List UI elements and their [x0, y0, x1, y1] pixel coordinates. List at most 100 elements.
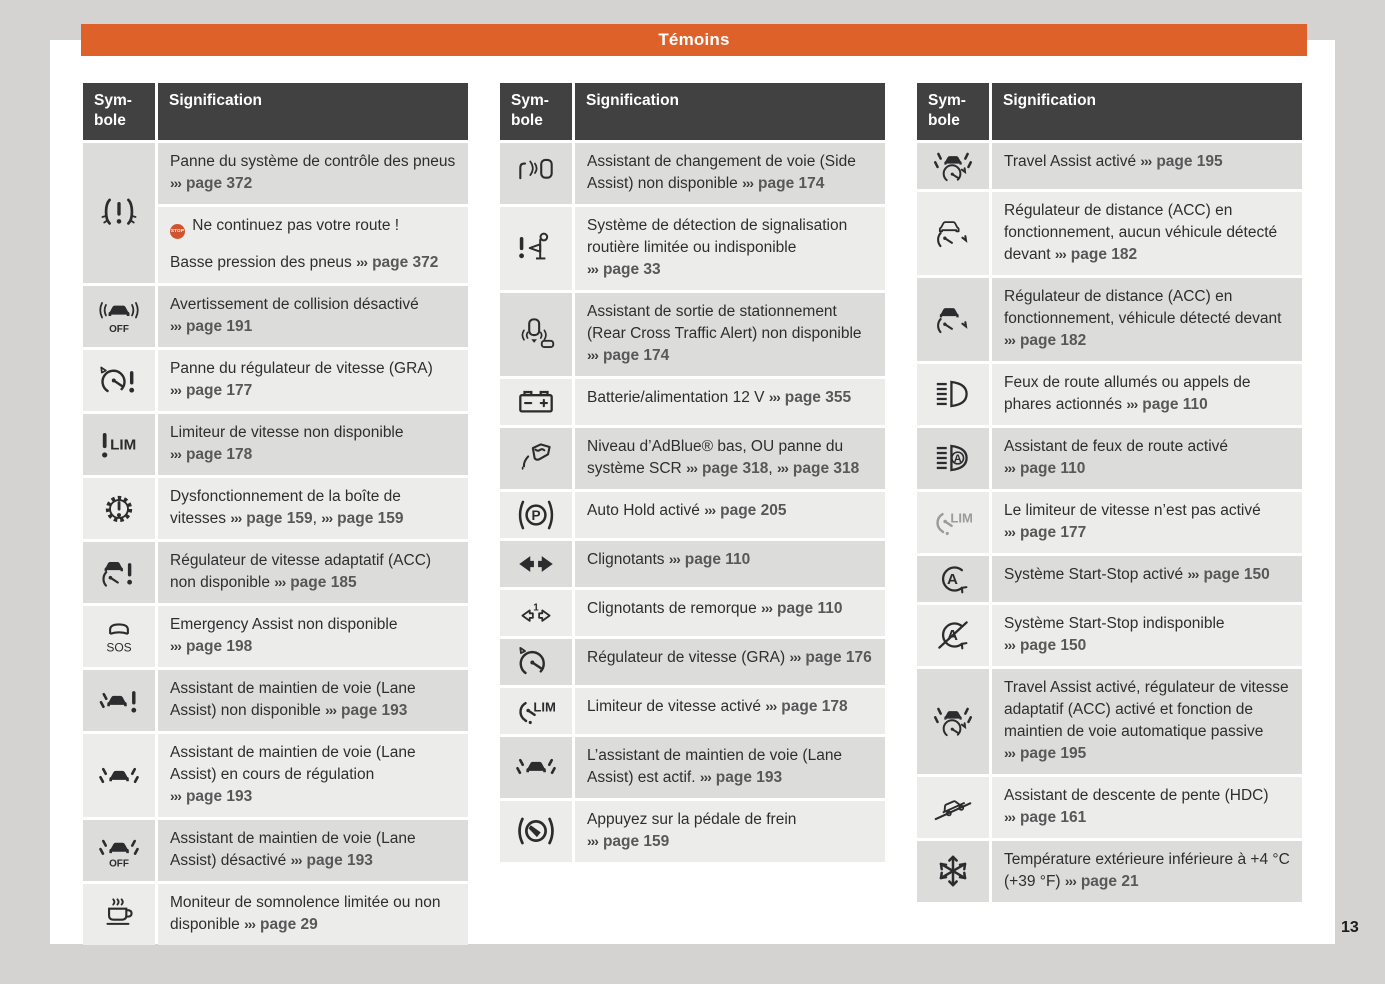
symbol-cell: A	[917, 427, 989, 489]
indicator-row: Appuyez sur la pédale de frein ››› page 1…	[500, 800, 885, 862]
signification-text: Assistant de feux de route activé ››› pag…	[1004, 437, 1229, 477]
symbol-cell	[917, 776, 989, 838]
page-reference-label: page 29	[260, 916, 318, 934]
page-reference: ››› page 205	[704, 502, 786, 519]
signification-cells: Régulateur de vitesse adaptatif (ACC) no…	[158, 542, 468, 604]
page-reference: ››› page 318	[777, 460, 859, 477]
signification-text: Température extérieure inférieure à +4 °…	[1004, 850, 1290, 890]
page-reference-label: page 150	[1019, 636, 1087, 654]
ref-chevrons: ›››	[356, 254, 368, 271]
symbol-cell	[500, 800, 572, 862]
indicator-row: Moniteur de somnolence limitée ou non di…	[83, 884, 468, 946]
svg-text:OFF: OFF	[109, 858, 129, 868]
signification-cell: Clignotants de remorque ››› page 110	[575, 589, 885, 636]
symbol-cell: A	[917, 604, 989, 666]
page-reference-label: page 174	[758, 174, 825, 192]
temoins-table-3: Sym-bole Signification Travel Assist activ…	[917, 83, 1302, 905]
signification-cells: Assistant de feux de route activé ››› pag…	[992, 427, 1302, 489]
symbol-cell: LIM	[83, 414, 155, 476]
page-reference-label: page 176	[805, 648, 872, 666]
ref-chevrons: ›››	[325, 702, 337, 719]
page-reference: ››› page 195	[1140, 153, 1222, 170]
signification-cells: Assistant de changement de voie (Side As…	[575, 142, 885, 204]
page-reference-label: page 174	[602, 346, 670, 364]
symbol-cell	[500, 206, 572, 290]
acc-not-available-icon	[96, 555, 142, 591]
signification-cells: Clignotants ››› page 110	[575, 540, 885, 587]
high-beam-icon	[930, 376, 976, 412]
indicator-row: Panne du système de contrôle des pneus ›…	[83, 142, 468, 284]
page-reference: ››› page 198	[170, 638, 252, 655]
indicator-row: Assistant de maintien de voie (Lane Assi…	[83, 734, 468, 818]
indicator-row: Régulateur de vitesse adaptatif (ACC) no…	[83, 542, 468, 604]
signification-cells: Feux de route allumés ou appels de phare…	[992, 363, 1302, 425]
signification-text: Régulateur de distance (ACC) en fonction…	[1004, 287, 1282, 349]
page-reference-label: page 159	[602, 832, 670, 850]
drowsiness-monitor-icon	[96, 897, 142, 933]
gearbox-malfunction-icon	[96, 491, 142, 527]
page-number: 13	[1341, 919, 1359, 936]
signification-column-header: Signification	[575, 83, 885, 140]
ref-chevrons: ›››	[789, 648, 801, 665]
rear-cross-traffic-icon	[513, 316, 559, 352]
symbol-cell	[500, 142, 572, 204]
signification-cell: Avertissement de collision désactivé ›››…	[158, 286, 468, 348]
ref-chevrons: ›››	[761, 599, 773, 616]
ref-chevrons: ›››	[230, 510, 242, 527]
signification-cells: Assistant de descente de pente (HDC) ›››…	[992, 776, 1302, 838]
ref-chevrons: ›››	[704, 501, 716, 518]
lane-assist-icon	[96, 758, 142, 794]
page-reference-label: page 193	[715, 768, 783, 786]
page-reference-label: page 159	[246, 510, 313, 528]
signification-text: Clignotants de remorque ››› page 110	[587, 599, 843, 617]
indicator-row: Assistant de maintien de voie (Lane Assi…	[83, 670, 468, 732]
indicator-row: L’assistant de maintien de voie (Lane As…	[500, 736, 885, 798]
indicator-row: P Auto Hold activé ››› page 205	[500, 491, 885, 538]
signification-cell: Système Start-Stop activé ››› page 150	[992, 555, 1302, 602]
indicator-row: SOS Emergency Assist non disponible ››› pa…	[83, 606, 468, 668]
page-reference: ››› page 185	[274, 574, 356, 591]
signification-cells: Régulateur de vitesse (GRA) ››› page 176	[575, 638, 885, 685]
symbol-cell	[83, 884, 155, 946]
indicator-row: Panne du régulateur de vitesse (GRA) ›››…	[83, 350, 468, 412]
signification-text: Feux de route allumés ou appels de phare…	[1004, 373, 1251, 413]
page-reference-label: page 33	[602, 260, 661, 278]
page-reference-label: page 205	[720, 501, 787, 519]
signification-text: Avertissement de collision désactivé ›››…	[170, 296, 419, 336]
signification-cells: Avertissement de collision désactivé ›››…	[158, 286, 468, 348]
signification-cells: L’assistant de maintien de voie (Lane As…	[575, 736, 885, 798]
ref-chevrons: ›››	[1064, 872, 1077, 889]
signification-text: Dysfonctionnement de la boîte de vitesse…	[170, 488, 404, 528]
symbol-cell	[83, 142, 155, 284]
page-reference: ››› page 178	[765, 698, 847, 715]
page-reference-label: page 110	[776, 599, 843, 617]
indicator-row: Système de détection de signalisation ro…	[500, 206, 885, 290]
table-header-row: Sym-bole Signification	[83, 83, 468, 140]
signification-cell: Assistant de feux de route activé ››› pag…	[992, 427, 1302, 489]
acc-vehicle-icon	[930, 301, 976, 337]
svg-text:SOS: SOS	[106, 640, 131, 654]
page-reference: ››› page 150	[1188, 566, 1270, 583]
page-reference: ››› page 176	[789, 649, 871, 666]
signification-cells: Régulateur de distance (ACC) en fonction…	[992, 191, 1302, 275]
signification-cells: Le limiteur de vitesse n’est pas activé …	[992, 491, 1302, 553]
signification-cell: Assistant de maintien de voie (Lane Assi…	[158, 820, 468, 882]
trailer-turn-signals-icon: 1	[513, 595, 559, 631]
page-reference: ››› page 29	[244, 916, 318, 933]
temoins-table-2: Sym-bole Signification Assistant de change…	[500, 83, 885, 865]
symbol-cell: OFF	[83, 820, 155, 882]
signification-cell: Assistant de sortie de stationnement (Re…	[575, 292, 885, 376]
signification-text: Travel Assist activé, régulateur de vite…	[1004, 678, 1289, 762]
signification-text: Clignotants ››› page 110	[587, 550, 751, 568]
page-reference-label: page 21	[1080, 872, 1139, 890]
speed-limiter-icon: LIM	[513, 693, 559, 729]
signification-cell: Auto Hold activé ››› page 205	[575, 491, 885, 538]
ref-chevrons: ›››	[274, 574, 286, 591]
indicator-row: Feux de route allumés ou appels de phare…	[917, 363, 1302, 425]
signification-cells: Auto Hold activé ››› page 205	[575, 491, 885, 538]
signification-cell: Température extérieure inférieure à +4 °…	[992, 840, 1302, 902]
ref-chevrons: ›››	[587, 832, 599, 849]
svg-text:P: P	[531, 508, 540, 523]
page-reference: ››› page 174	[742, 175, 824, 192]
ref-chevrons: ›››	[587, 260, 599, 277]
